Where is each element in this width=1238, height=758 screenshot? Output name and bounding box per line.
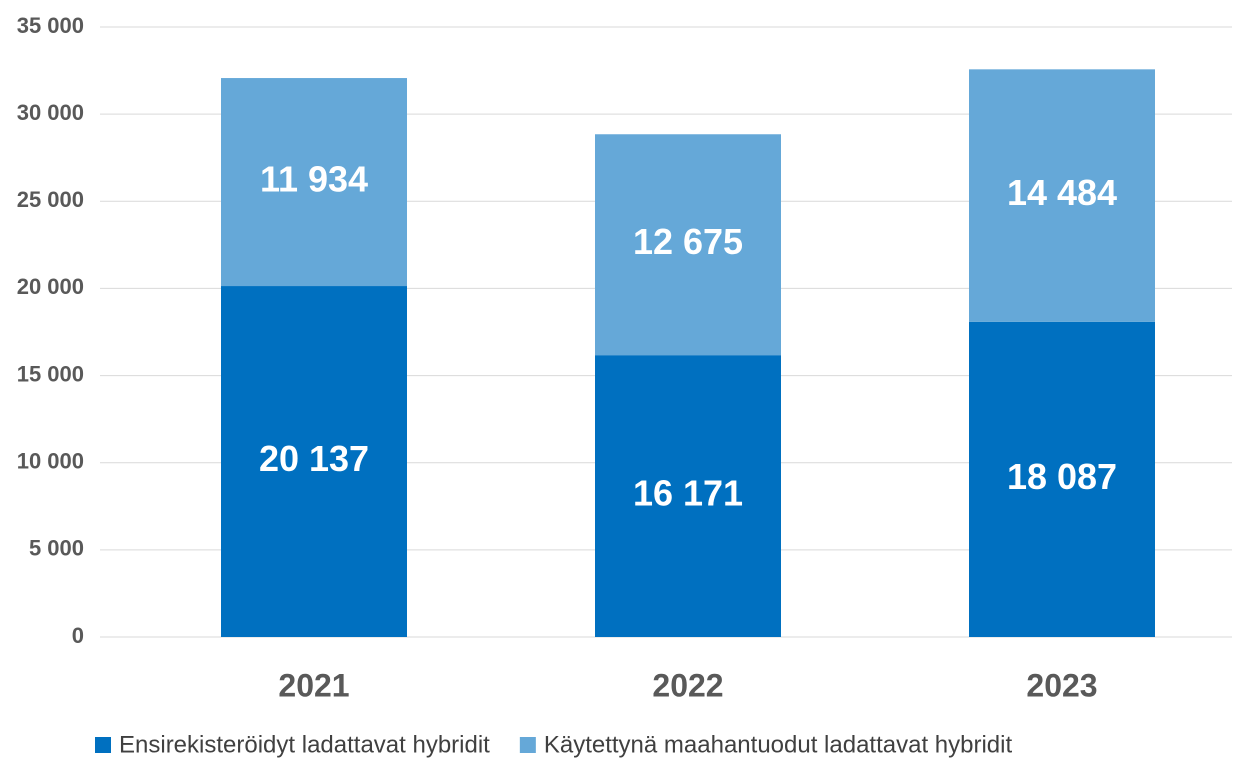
data-label: 16 171: [633, 473, 743, 514]
bar-segment: [221, 286, 407, 637]
y-tick-label: 30 000: [17, 100, 84, 125]
legend-swatch: [519, 737, 536, 753]
legend-label: Käytettynä maahantuodut ladattavat hybri…: [544, 731, 1013, 758]
y-tick-label: 10 000: [17, 449, 84, 474]
y-tick-label: 20 000: [17, 274, 84, 299]
bar-segment: [969, 69, 1155, 322]
y-tick-label: 5 000: [29, 536, 84, 561]
bar-segment: [595, 134, 781, 356]
data-label: 14 484: [1007, 172, 1117, 213]
bar-segment: [969, 321, 1155, 637]
data-label: 18 087: [1007, 456, 1117, 497]
bar-segment: [595, 355, 781, 637]
data-label: 20 137: [259, 438, 369, 479]
legend-label: Ensirekisteröidyt ladattavat hybridit: [119, 731, 490, 758]
y-tick-label: 15 000: [17, 361, 84, 386]
y-tick-label: 25 000: [17, 187, 84, 212]
data-label: 11 934: [260, 159, 368, 200]
x-tick-label: 2021: [278, 667, 349, 703]
x-tick-label: 2023: [1026, 667, 1097, 703]
y-tick-label: 0: [72, 623, 84, 648]
x-tick-label: 2022: [652, 667, 723, 703]
y-tick-label: 35 000: [17, 13, 84, 38]
legend-swatch: [95, 737, 111, 753]
bar-segment: [221, 78, 407, 287]
data-label: 12 675: [633, 221, 743, 262]
